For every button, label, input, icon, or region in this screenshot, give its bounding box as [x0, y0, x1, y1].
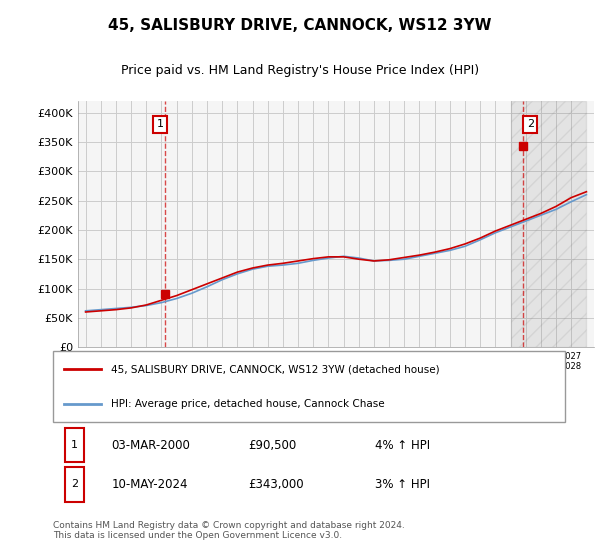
Text: 10-MAY-2024: 10-MAY-2024 — [112, 478, 188, 491]
Text: HPI: Average price, detached house, Cannock Chase: HPI: Average price, detached house, Cann… — [112, 399, 385, 409]
Bar — [511, 101, 586, 347]
Text: 45, SALISBURY DRIVE, CANNOCK, WS12 3YW: 45, SALISBURY DRIVE, CANNOCK, WS12 3YW — [108, 18, 492, 32]
FancyBboxPatch shape — [65, 428, 84, 463]
Text: 2: 2 — [527, 119, 534, 129]
Text: 45, SALISBURY DRIVE, CANNOCK, WS12 3YW (detached house): 45, SALISBURY DRIVE, CANNOCK, WS12 3YW (… — [112, 364, 440, 374]
Text: 3% ↑ HPI: 3% ↑ HPI — [376, 478, 430, 491]
FancyBboxPatch shape — [53, 351, 565, 422]
FancyBboxPatch shape — [65, 467, 84, 502]
Text: Contains HM Land Registry data © Crown copyright and database right 2024.
This d: Contains HM Land Registry data © Crown c… — [53, 521, 405, 540]
Text: 03-MAR-2000: 03-MAR-2000 — [112, 438, 190, 452]
Text: 1: 1 — [71, 440, 78, 450]
Text: 4% ↑ HPI: 4% ↑ HPI — [376, 438, 430, 452]
Text: £90,500: £90,500 — [248, 438, 297, 452]
Text: 2: 2 — [71, 479, 78, 489]
Text: £343,000: £343,000 — [248, 478, 304, 491]
Text: 1: 1 — [157, 119, 163, 129]
Text: Price paid vs. HM Land Registry's House Price Index (HPI): Price paid vs. HM Land Registry's House … — [121, 64, 479, 77]
